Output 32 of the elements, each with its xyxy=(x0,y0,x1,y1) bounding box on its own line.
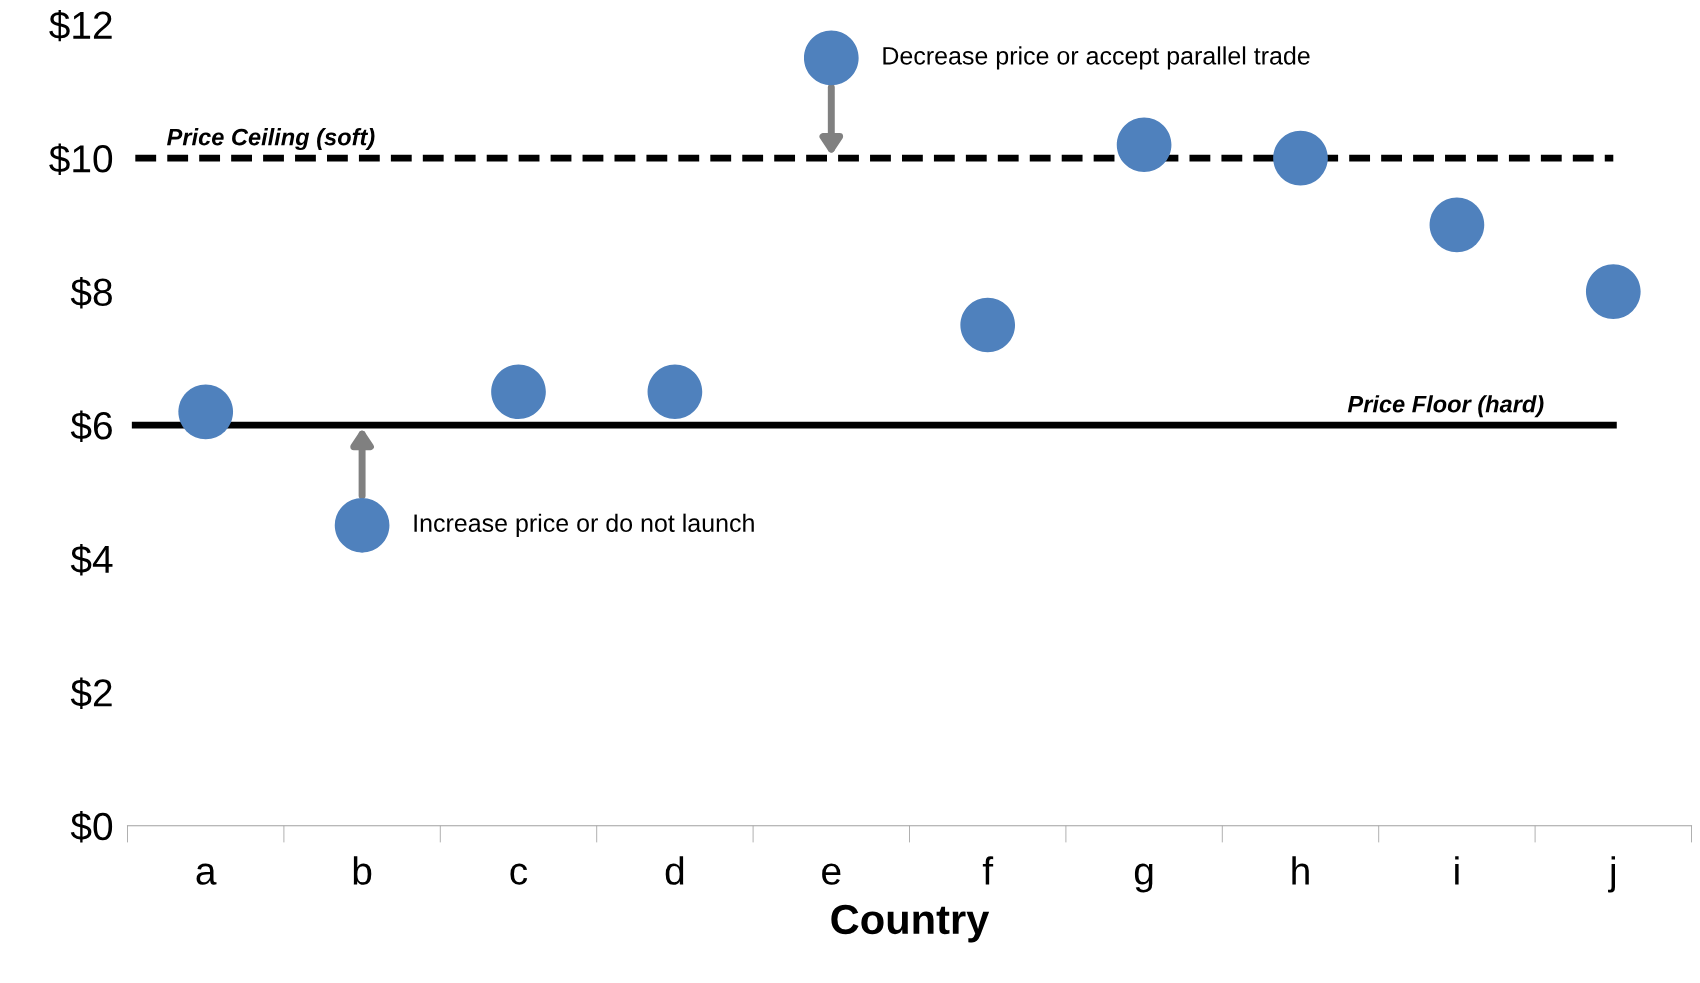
x-tick-label: a xyxy=(196,863,217,885)
y-tick-label: $6 xyxy=(70,410,112,442)
x-tick-label: g xyxy=(1134,863,1153,893)
ref-line-label: Price Floor (hard) xyxy=(1347,395,1544,418)
y-tick-label: $8 xyxy=(70,276,112,309)
ref-line-label: Price Ceiling (soft) xyxy=(167,128,375,151)
point xyxy=(1585,264,1641,319)
x-tick-label: i xyxy=(1455,856,1459,885)
point xyxy=(178,384,234,440)
x-axis-title: Country xyxy=(831,904,990,943)
x-tick-label: d xyxy=(665,856,684,885)
x-tick-label: h xyxy=(1292,856,1309,885)
point xyxy=(1273,130,1328,186)
point xyxy=(960,297,1016,353)
y-tick-label: $12 xyxy=(49,9,112,42)
point xyxy=(1116,117,1172,173)
annotation: Increase price or do not launch xyxy=(414,513,754,537)
y-tick-label: $0 xyxy=(70,811,113,843)
y-tick-label: $10 xyxy=(49,143,113,175)
point xyxy=(647,364,703,420)
point xyxy=(803,30,859,86)
point xyxy=(1429,197,1485,253)
x-tick-label: c xyxy=(510,863,528,885)
x-tick-label: j xyxy=(1608,856,1615,893)
point xyxy=(334,497,390,553)
y-tick-label: $4 xyxy=(70,543,113,576)
annotation: Decrease price or accept parallel trade xyxy=(883,46,1310,70)
point xyxy=(491,364,546,420)
x-tick-label: b xyxy=(353,856,372,885)
x-tick-label: f xyxy=(982,856,994,885)
y-tick-label: $2 xyxy=(70,677,112,709)
x-tick-label: e xyxy=(822,863,841,885)
